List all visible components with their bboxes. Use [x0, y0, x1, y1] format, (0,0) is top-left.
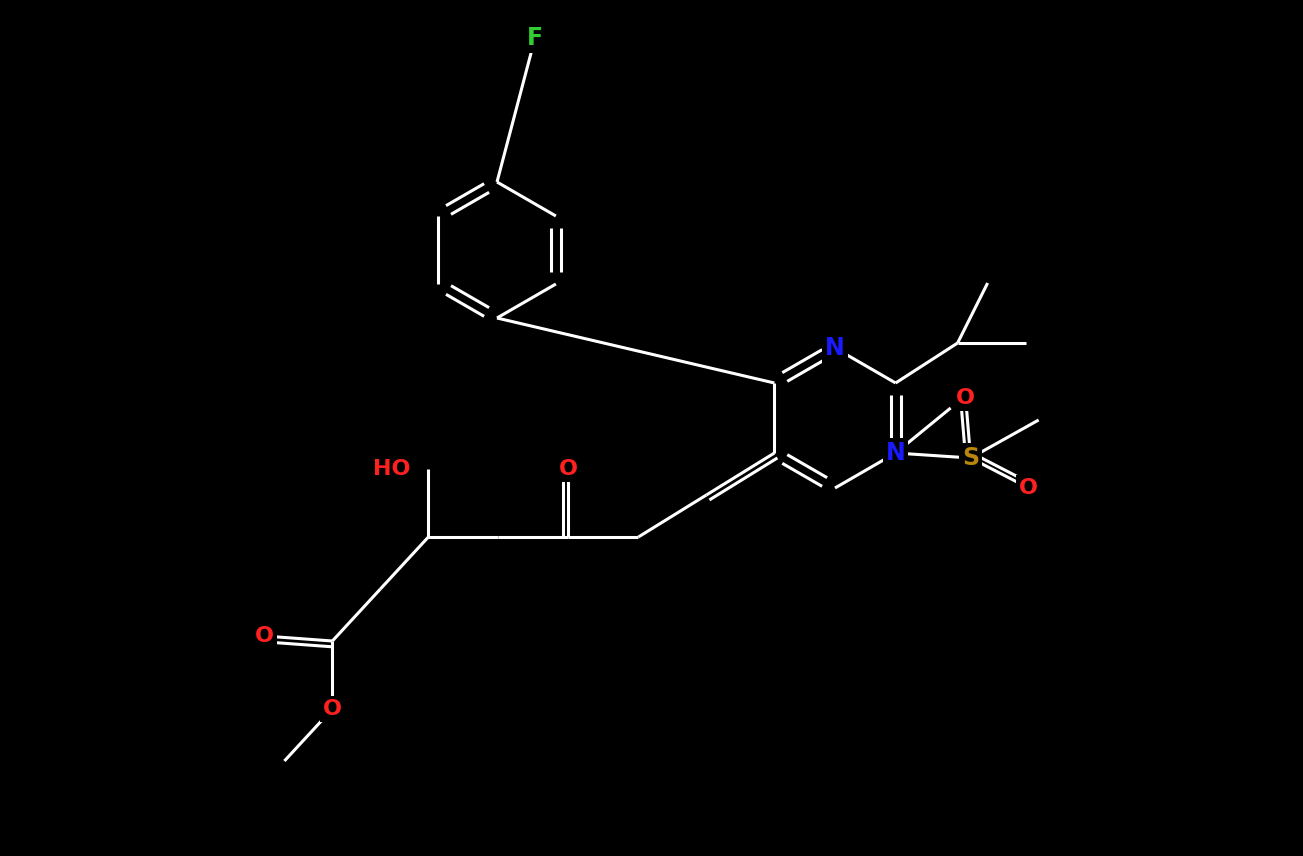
Text: N: N [886, 441, 906, 465]
Text: O: O [1019, 478, 1038, 498]
Text: N: N [825, 336, 844, 360]
Text: F: F [526, 26, 543, 50]
Text: O: O [255, 626, 274, 646]
Text: HO: HO [373, 459, 410, 479]
Text: O: O [323, 699, 341, 719]
Text: O: O [559, 459, 577, 479]
Text: O: O [956, 388, 975, 408]
Text: S: S [962, 446, 979, 470]
